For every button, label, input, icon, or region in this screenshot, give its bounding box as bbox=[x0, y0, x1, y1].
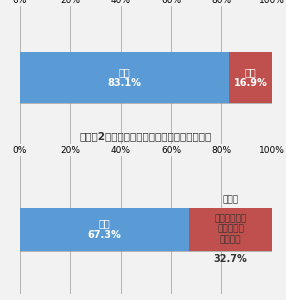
Text: ない
16.9%: ない 16.9% bbox=[234, 67, 267, 88]
Text: いいえ: いいえ bbox=[223, 195, 239, 204]
Text: はい
67.3%: はい 67.3% bbox=[88, 218, 122, 240]
Bar bbox=[229, 52, 272, 103]
Title: グラフ2「おふくろの味」を教えてもらったか: グラフ2「おふくろの味」を教えてもらったか bbox=[80, 131, 212, 141]
Text: ある
83.1%: ある 83.1% bbox=[108, 67, 142, 88]
Bar bbox=[189, 208, 272, 251]
Bar bbox=[20, 52, 229, 103]
Bar bbox=[20, 208, 189, 251]
Text: 32.7%: 32.7% bbox=[214, 254, 247, 264]
Text: （作ってくれ
た事がない
も含む）: （作ってくれ た事がない も含む） bbox=[214, 214, 247, 244]
